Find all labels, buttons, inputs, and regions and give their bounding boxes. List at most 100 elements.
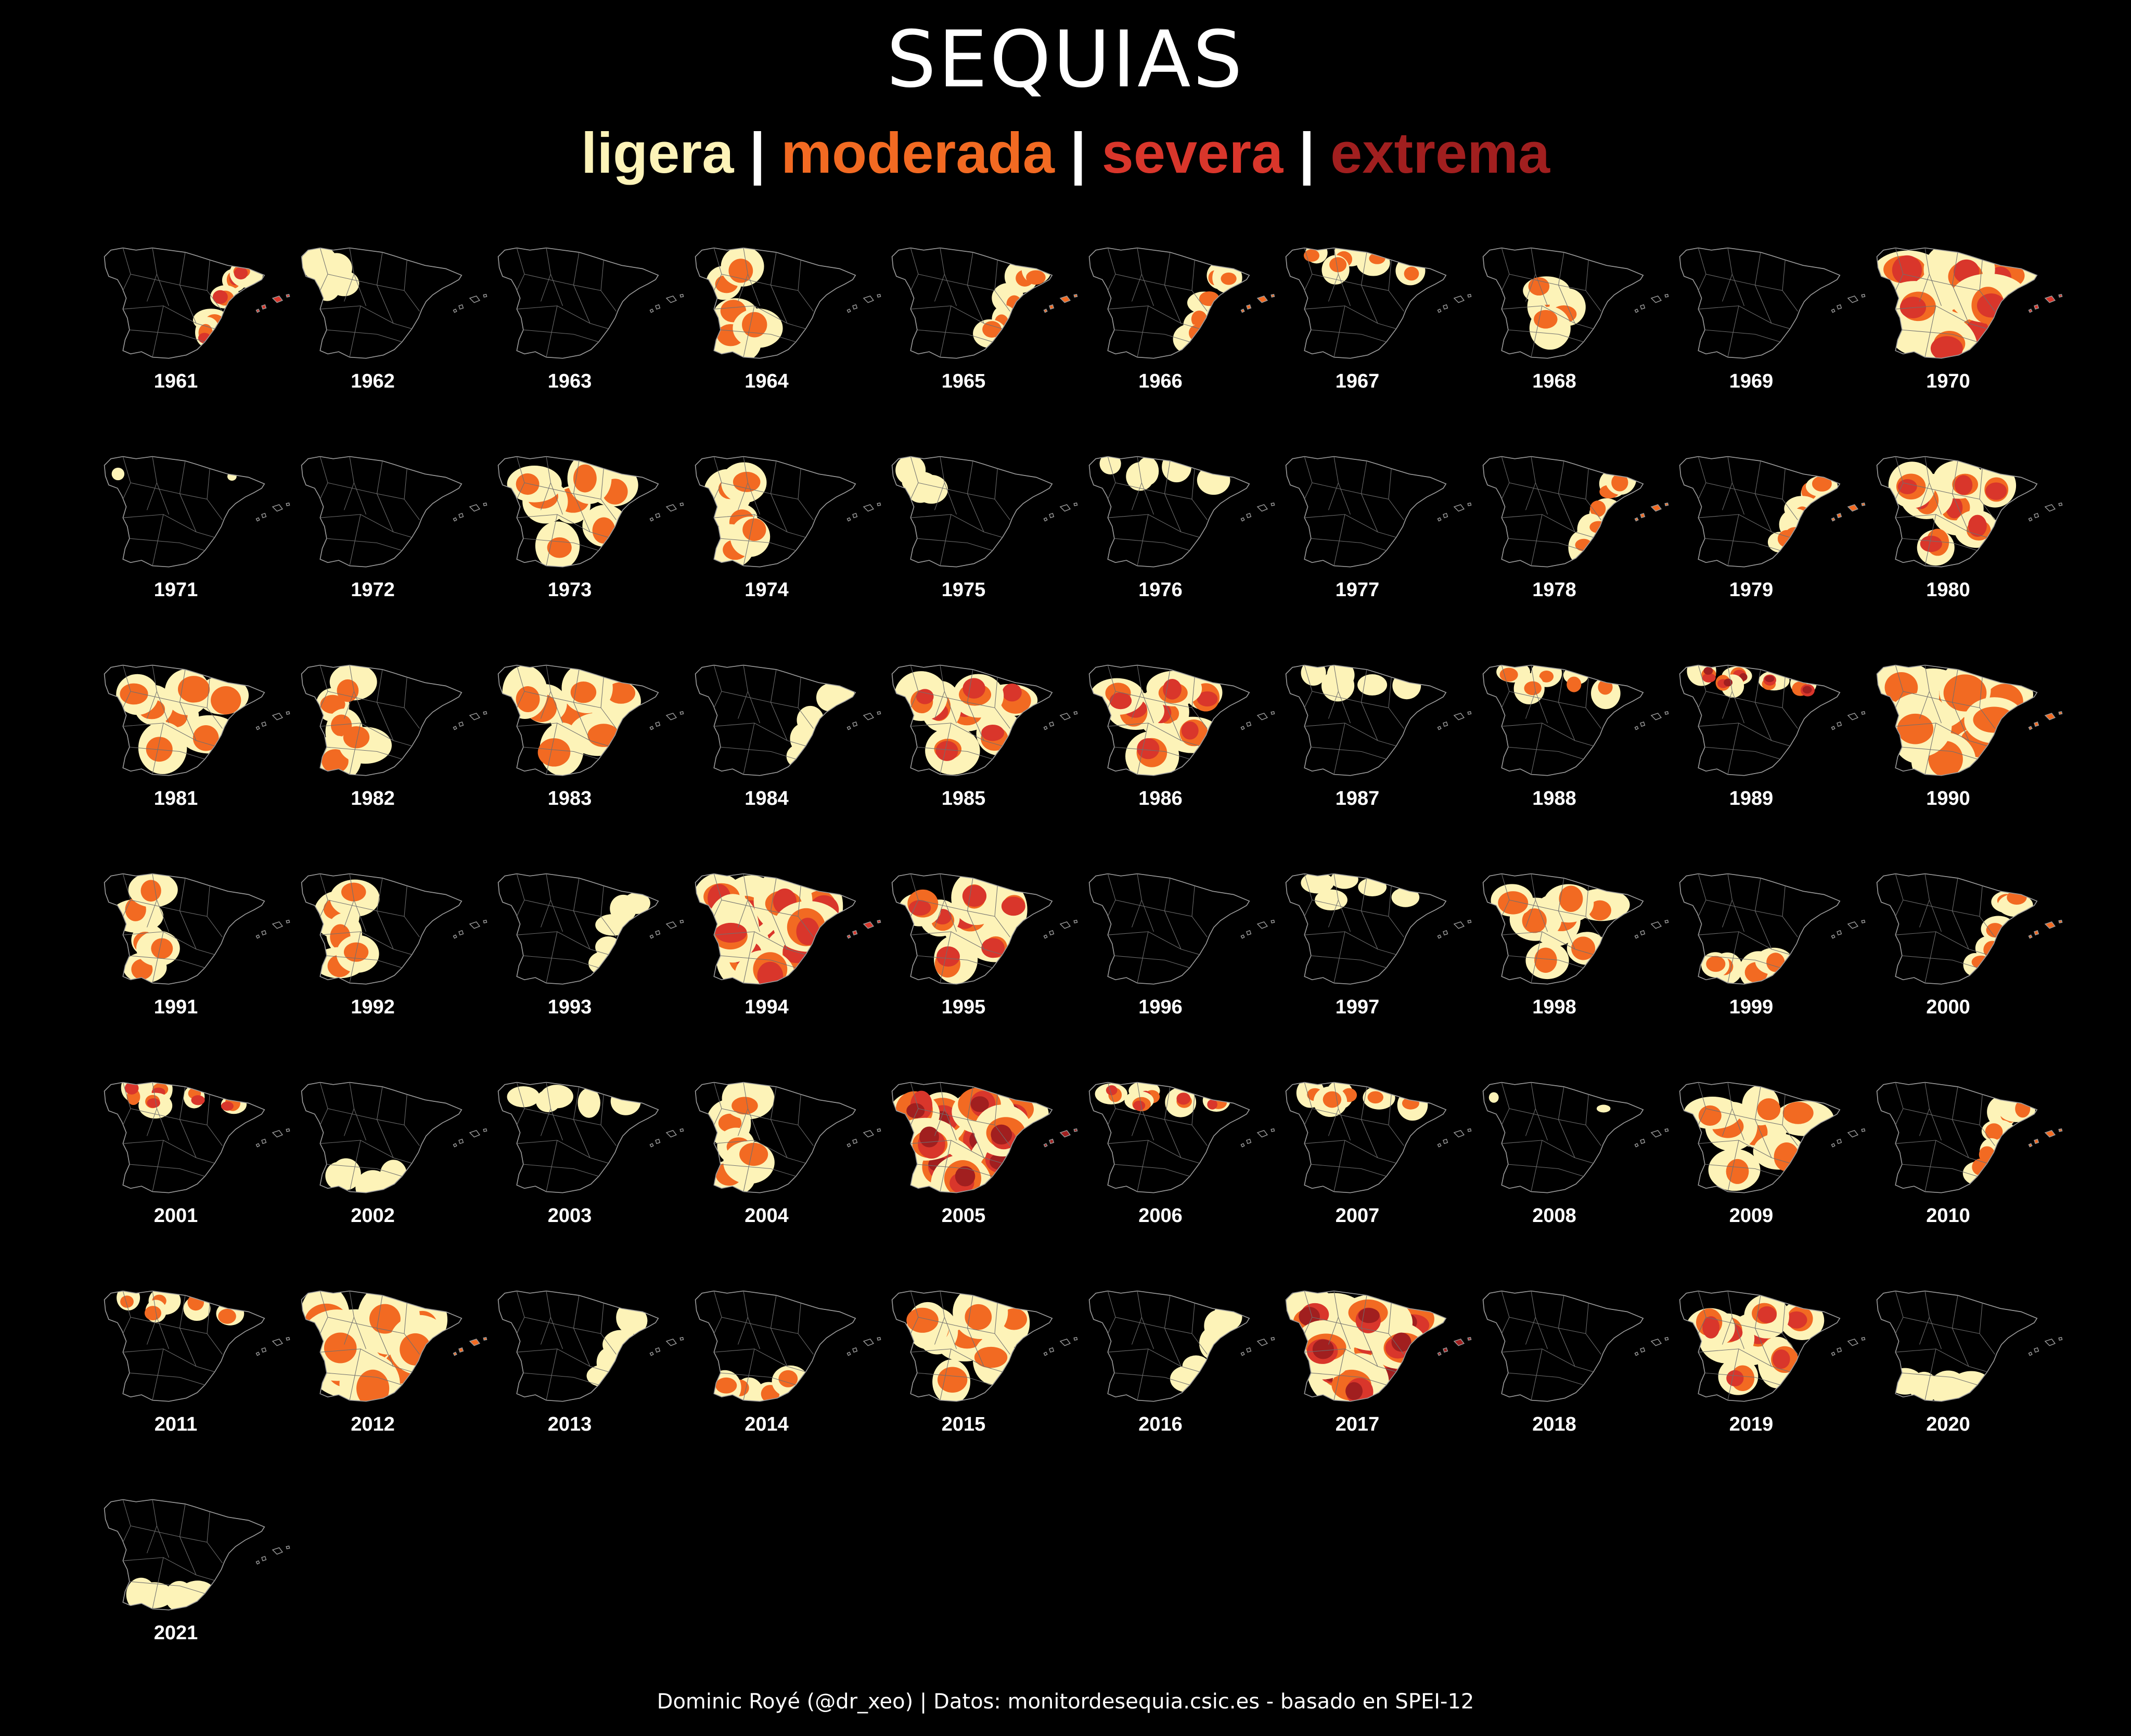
island-outline [1664, 919, 1668, 923]
spain-map [1285, 1290, 1472, 1402]
region-border [1558, 1119, 1575, 1158]
drought-area-severa [1968, 515, 1987, 537]
region-border [1501, 931, 1594, 955]
region-border [1919, 456, 1930, 510]
region-border [550, 899, 563, 932]
region-border [1328, 248, 1339, 302]
drought-area-severa [936, 946, 960, 967]
island-outline [469, 713, 480, 721]
year-label: 2018 [1532, 1413, 1576, 1435]
drought-area-severa [1976, 293, 2006, 318]
drought-areas [1767, 475, 1838, 553]
region-border [1952, 252, 1958, 286]
year-label: 1990 [1926, 788, 1970, 809]
region-border [1164, 1328, 1181, 1367]
island-outline [272, 1130, 284, 1138]
country-outline [891, 456, 1053, 568]
region-border [403, 677, 420, 729]
spain-map [695, 247, 881, 359]
region-border [1328, 1082, 1339, 1136]
region-border [550, 274, 563, 306]
drought-area-severa [714, 922, 747, 943]
legend-separator: | [1299, 121, 1315, 185]
drought-area-moderada [1589, 500, 1606, 517]
region-border [1360, 1295, 1367, 1329]
year-label: 2002 [351, 1205, 395, 1227]
region-border [1722, 1082, 1732, 1136]
region-border [1530, 1348, 1543, 1400]
region-border [1338, 1317, 1351, 1349]
spain-map [1482, 1290, 1668, 1402]
region-border [524, 899, 601, 917]
region-border [122, 248, 131, 291]
region-border [770, 285, 787, 324]
map-panel-1964: 1964 [689, 229, 885, 437]
region-border [326, 538, 402, 551]
drought-area-extrema [1391, 1332, 1411, 1352]
region-border [1338, 274, 1351, 306]
country-outline [1679, 873, 1841, 985]
region-border [944, 274, 957, 306]
drought-area-severa [1197, 691, 1218, 706]
region-border [1727, 514, 1739, 566]
region-border [944, 899, 957, 932]
country-outline [104, 456, 265, 568]
spain-map [1285, 247, 1472, 359]
region-border [326, 329, 402, 342]
region-border [1131, 665, 1142, 719]
region-border [1924, 1348, 1936, 1400]
region-border [147, 665, 157, 719]
island-outline [1467, 502, 1472, 506]
map-panel-1965: 1965 [885, 229, 1082, 437]
region-border [1141, 274, 1154, 306]
region-border [1361, 493, 1378, 532]
drought-area-moderada [218, 1308, 236, 1324]
country-outline [1088, 664, 1250, 776]
country-outline [1679, 1290, 1841, 1402]
map-panel-1983: 1983 [492, 646, 688, 854]
region-border [1361, 285, 1378, 324]
spain-map [1679, 873, 1866, 985]
region-border [1558, 285, 1575, 324]
region-border [129, 538, 205, 551]
island-outline [1831, 726, 1835, 730]
country-outline [891, 1290, 1053, 1402]
region-border [1558, 460, 1564, 494]
region-border [1530, 305, 1543, 357]
legend: ligera | moderada | severa | extrema [0, 125, 2131, 182]
island-outline [1847, 713, 1859, 721]
region-border [944, 691, 957, 724]
island-outline [649, 517, 654, 522]
island-outline [1467, 293, 1472, 298]
year-label: 1986 [1138, 788, 1183, 809]
region-border [343, 1082, 354, 1136]
region-border [1705, 899, 1783, 917]
region-border [1107, 1348, 1200, 1372]
region-border [1501, 1140, 1594, 1164]
region-border [1333, 1348, 1345, 1400]
region-border [129, 1581, 205, 1594]
drought-area-ligera [535, 1089, 561, 1112]
year-label: 1978 [1532, 579, 1576, 601]
drought-area-moderada [1533, 310, 1558, 329]
region-border [600, 260, 617, 312]
drought-area-moderada [144, 1306, 161, 1320]
region-border [1755, 285, 1772, 324]
year-label: 2008 [1532, 1205, 1576, 1227]
region-border [156, 691, 169, 724]
region-border [123, 1557, 215, 1581]
drought-area-moderada [1323, 1091, 1342, 1108]
region-border [1131, 1082, 1142, 1136]
region-border [1107, 1140, 1200, 1164]
region-border [910, 514, 1003, 538]
spain-map [497, 664, 684, 776]
year-label: 2012 [351, 1413, 395, 1435]
island-outline [272, 1339, 284, 1346]
spain-map [1482, 664, 1668, 776]
region-border [917, 1372, 993, 1385]
drought-area-moderada [1329, 257, 1347, 273]
region-border [1731, 274, 1744, 306]
country-outline [1876, 456, 2037, 568]
spain-map [1482, 247, 1668, 359]
year-label: 2020 [1926, 1413, 1970, 1435]
